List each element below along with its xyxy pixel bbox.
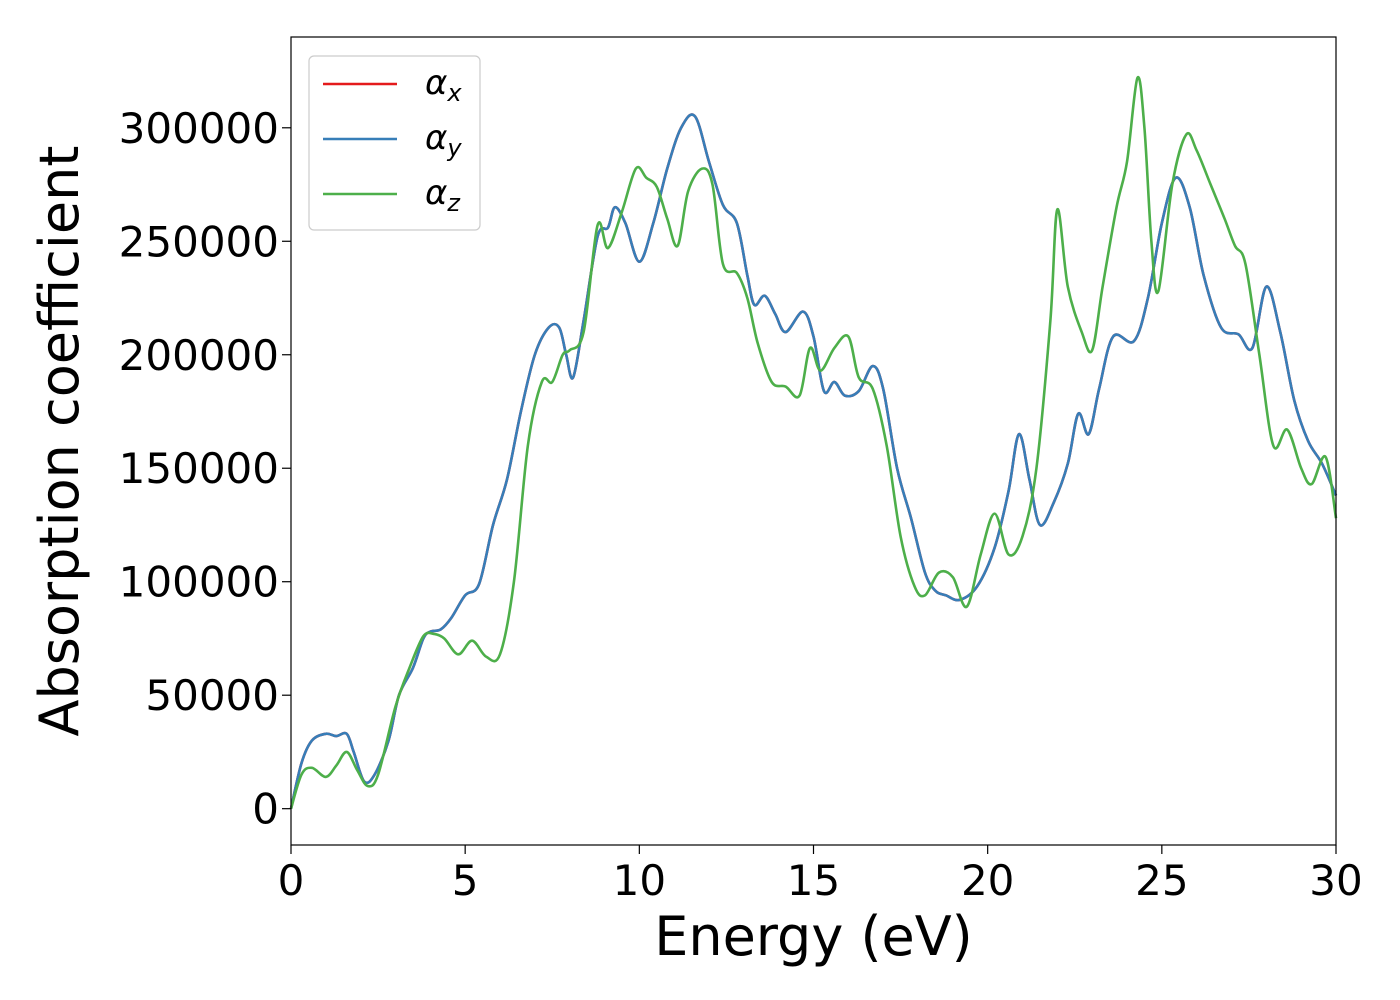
legend-box [308,55,481,231]
y-tick-label: 250000 [119,217,279,266]
series-line-y [289,113,1338,809]
y-tick-label: 100000 [119,558,279,607]
series-line-z [289,75,1338,810]
y-axis-label: Absorption coefficient [28,146,91,737]
x-tick-label: 15 [787,856,840,905]
x-tick-label: 0 [278,856,305,905]
legend-label-z: αz [425,173,461,217]
y-tick-label: 50000 [145,671,279,720]
y-tick-label: 300000 [119,104,279,153]
legend-label-y: αy [425,118,462,162]
x-tick-label: 5 [452,856,479,905]
series-layer [289,75,1338,810]
x-axis-label: Energy (eV) [654,905,973,968]
legend-label-x: αx [425,63,462,107]
y-tick-label: 150000 [119,444,279,493]
x-axis-ticks: 0 5 10 15 20 25 30 [278,845,1363,905]
legend: αx αy αz [308,55,481,231]
y-axis-ticks: 0 50000 100000 150000 200000 250000 300000 [119,104,291,834]
y-tick-label: 0 [252,785,279,834]
x-tick-label: 10 [613,856,666,905]
y-tick-label: 200000 [119,331,279,380]
x-tick-label: 30 [1309,856,1362,905]
x-tick-label: 20 [961,856,1014,905]
x-tick-label: 25 [1135,856,1188,905]
